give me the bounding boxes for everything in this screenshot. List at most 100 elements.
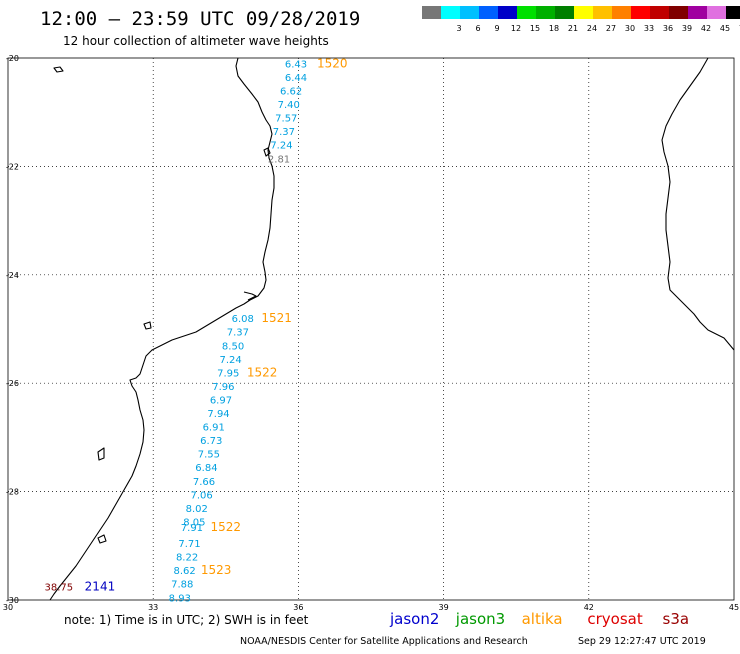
madagascar-west-coastline xyxy=(661,57,735,351)
wave-height-value: 7.24 xyxy=(270,141,292,152)
legend-label: 45 xyxy=(720,24,730,33)
legend-label: 27 xyxy=(606,24,616,33)
wave-height-value: 6.62 xyxy=(280,87,302,98)
wave-height-value: 6.08 xyxy=(232,314,254,325)
legend-label: 42 xyxy=(701,24,711,33)
legend-label: 39 xyxy=(682,24,692,33)
map-title: 12:00 – 23:59 UTC 09/28/2019 xyxy=(40,8,360,30)
footer-timestamp: Sep 29 12:27:47 UTC 2019 xyxy=(578,636,706,647)
map-subtitle: 12 hour collection of altimeter wave hei… xyxy=(63,34,329,48)
legend-label: 6 xyxy=(475,24,480,33)
wave-height-value: 7.66 xyxy=(193,477,215,488)
wave-height-value: 7.37 xyxy=(227,328,249,339)
wave-height-value: 7.24 xyxy=(220,355,242,366)
wave-height-value: 8.22 xyxy=(176,553,198,564)
wave-height-value: 7.91 xyxy=(181,523,203,534)
wave-height-value: 6.44 xyxy=(285,73,307,84)
legend-swatch xyxy=(441,6,460,19)
legend-swatch xyxy=(593,6,612,19)
legend-swatch xyxy=(688,6,707,19)
footer-note: note: 1) Time is in UTC; 2) SWH is in fe… xyxy=(64,613,309,627)
legend-swatch xyxy=(460,6,479,19)
wave-height-value: 6.84 xyxy=(195,463,217,474)
wave-height-value: 38.75 xyxy=(44,582,73,593)
map-border xyxy=(7,57,735,601)
satellite-cryosat: cryosat xyxy=(587,610,642,628)
legend-label: 30 xyxy=(625,24,635,33)
satellite-legend: jason2 jason3 altika cryosat s3a xyxy=(389,610,689,628)
legend-swatch xyxy=(726,6,740,19)
satellite-s3a: s3a xyxy=(663,610,690,628)
satellite-jason2: jason2 xyxy=(389,610,439,628)
legend-swatch xyxy=(574,6,593,19)
pass-time-label: 1522 xyxy=(211,520,242,534)
legend-label: 12 xyxy=(511,24,521,33)
wave-height-value: 8.50 xyxy=(222,341,244,352)
legend-label: 24 xyxy=(587,24,597,33)
wave-height-value: 7.96 xyxy=(212,382,234,393)
x-tick-label: 42 xyxy=(584,603,594,612)
legend-label: 3 xyxy=(456,24,461,33)
legend-swatch xyxy=(612,6,631,19)
wave-height-value: 6.97 xyxy=(210,395,232,406)
pass-time-label: 1523 xyxy=(201,563,232,577)
islet-5 xyxy=(97,534,107,544)
pass-time-labels: 1520 1521 1522 1522 1523 2141 xyxy=(85,56,348,593)
legend-swatch xyxy=(555,6,574,19)
y-tick-label: -22 xyxy=(6,162,19,171)
legend-label: 36 xyxy=(663,24,673,33)
legend-label: 70 xyxy=(739,24,740,33)
legend-label: 15 xyxy=(530,24,540,33)
y-tick-label: -28 xyxy=(6,488,19,497)
pass-time-label: 1520 xyxy=(317,56,348,70)
mozambique-south-africa-coastline xyxy=(49,57,275,601)
wave-height-value: 7.71 xyxy=(178,539,200,550)
pass-time-label: 1522 xyxy=(247,365,278,379)
pass-time-label: 1521 xyxy=(261,311,292,325)
wave-height-value: 8.05 xyxy=(183,517,205,528)
legend-swatch xyxy=(517,6,536,19)
pass-time-label: 2141 xyxy=(85,579,116,593)
islet-4 xyxy=(143,321,152,330)
x-tick-label: 30 xyxy=(3,603,13,612)
wave-height-value: 7.94 xyxy=(207,409,229,420)
legend-swatch xyxy=(707,6,726,19)
x-tick-label: 33 xyxy=(148,603,158,612)
wave-height-value: 7.37 xyxy=(273,127,295,138)
y-tick-label: -20 xyxy=(6,54,19,63)
wave-height-value: 2.81 xyxy=(268,154,290,165)
wave-height-value: 7.40 xyxy=(278,100,300,111)
satellite-jason3: jason3 xyxy=(455,610,505,628)
y-tick-label: -24 xyxy=(6,271,19,280)
legend-swatch xyxy=(631,6,650,19)
wave-height-value: 8.62 xyxy=(174,566,196,577)
x-tick-label: 36 xyxy=(293,603,303,612)
wave-height-value: 7.95 xyxy=(217,368,239,379)
y-tick-label: -30 xyxy=(6,596,19,605)
legend-swatch xyxy=(650,6,669,19)
wave-height-value: 7.06 xyxy=(190,490,212,501)
x-tick-label: 39 xyxy=(439,603,449,612)
coastline xyxy=(49,57,735,601)
wave-height-value: 8.93 xyxy=(169,593,191,604)
color-legend: 36912151821242730333639424570(ft) xyxy=(422,6,740,33)
legend-swatch xyxy=(422,6,441,19)
legend-swatch xyxy=(498,6,517,19)
satellite-altika: altika xyxy=(522,610,563,628)
wave-height-value: 7.57 xyxy=(275,114,297,125)
legend-label: 33 xyxy=(644,24,654,33)
wave-height-value: 8.02 xyxy=(186,504,208,515)
legend-swatch xyxy=(536,6,555,19)
graticule xyxy=(8,58,734,600)
legend-swatch xyxy=(669,6,688,19)
legend-label: 18 xyxy=(549,24,559,33)
inhambane-bay-outline xyxy=(243,291,257,301)
x-tick-label: 45 xyxy=(729,603,739,612)
wave-height-observations: 6.43 6.44 6.62 7.40 7.57 7.37 7.24 2.81 6.08 7.37… xyxy=(44,59,307,604)
legend-label: 21 xyxy=(568,24,578,33)
legend-swatch xyxy=(479,6,498,19)
islet-3 xyxy=(97,447,105,461)
footer-credit: NOAA/NESDIS Center for Satellite Applica… xyxy=(240,636,528,647)
